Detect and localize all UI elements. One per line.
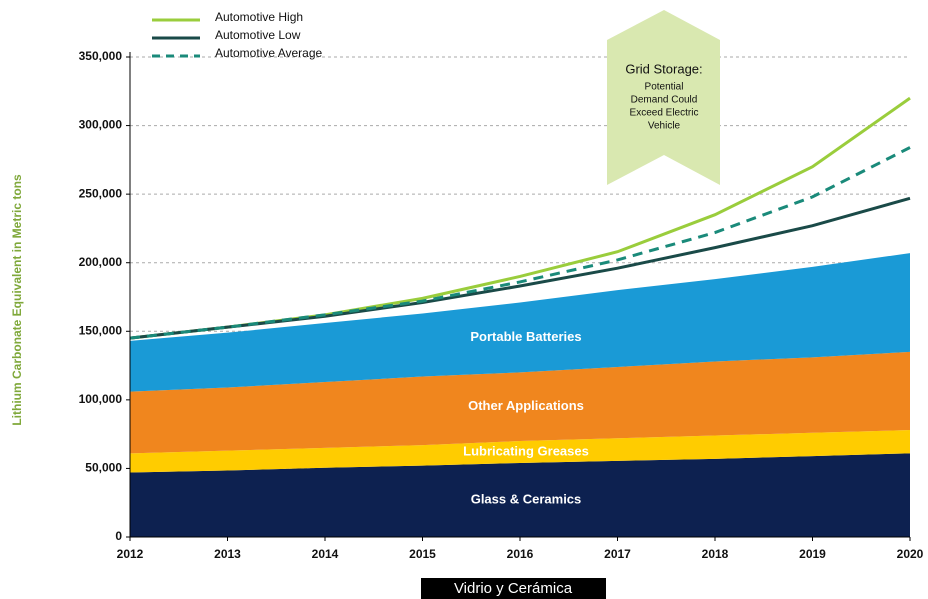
callout-line: Exceed Electric — [630, 108, 699, 119]
caption-box — [421, 578, 606, 599]
y-tick-label: 100,000 — [79, 392, 123, 406]
x-tick-label: 2016 — [507, 547, 534, 561]
x-tick-label: 2013 — [214, 547, 241, 561]
area — [130, 453, 910, 537]
callout-line: Potential — [645, 82, 684, 93]
x-tick-label: 2020 — [897, 547, 924, 561]
x-tick-label: 2012 — [117, 547, 144, 561]
x-tick-label: 2019 — [799, 547, 826, 561]
y-axis-label: Lithium Carbonate Equivalent in Metric t… — [10, 174, 24, 426]
y-tick-label: 350,000 — [79, 49, 123, 63]
caption: Vidrio y Cerámica — [454, 580, 573, 597]
x-tick-label: 2018 — [702, 547, 729, 561]
y-tick-label: 250,000 — [79, 186, 123, 200]
line — [129, 146, 911, 340]
y-tick-label: 300,000 — [79, 118, 123, 132]
lines — [129, 96, 911, 340]
y-tick-label: 150,000 — [79, 323, 123, 337]
area-label: Glass & Ceramics — [471, 491, 582, 506]
area-label: Other Applications — [468, 398, 584, 413]
callout-shape — [607, 10, 720, 185]
line — [129, 196, 911, 340]
x-tick-label: 2014 — [312, 547, 339, 561]
area — [130, 351, 910, 454]
area-label: Portable Batteries — [470, 329, 581, 344]
legend-label: Automotive High — [215, 10, 303, 24]
callout-line: Vehicle — [648, 121, 681, 132]
y-tick-label: 50,000 — [85, 461, 122, 475]
x-tick-label: 2017 — [604, 547, 631, 561]
area-label: Lubricating Greases — [463, 443, 589, 458]
legend-label: Automotive Low — [215, 28, 301, 42]
area — [130, 253, 910, 392]
callout-title: Grid Storage: — [625, 61, 702, 76]
area — [130, 430, 910, 473]
y-tick-label: 0 — [115, 529, 122, 543]
y-tick-label: 200,000 — [79, 255, 123, 269]
legend-label: Automotive Average — [215, 46, 323, 60]
areas — [130, 253, 910, 537]
x-tick-label: 2015 — [409, 547, 436, 561]
callout-line: Demand Could — [631, 95, 698, 106]
